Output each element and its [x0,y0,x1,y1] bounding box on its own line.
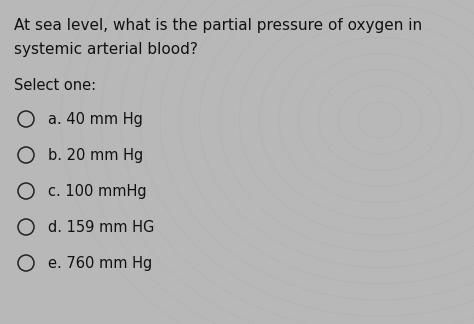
Text: a. 40 mm Hg: a. 40 mm Hg [48,112,143,127]
Text: Select one:: Select one: [14,78,96,93]
Text: At sea level, what is the partial pressure of oxygen in: At sea level, what is the partial pressu… [14,18,422,33]
Text: systemic arterial blood?: systemic arterial blood? [14,42,198,57]
Text: b. 20 mm Hg: b. 20 mm Hg [48,148,143,163]
Text: e. 760 mm Hg: e. 760 mm Hg [48,256,152,271]
Text: c. 100 mmHg: c. 100 mmHg [48,184,146,199]
Text: d. 159 mm HG: d. 159 mm HG [48,220,155,235]
